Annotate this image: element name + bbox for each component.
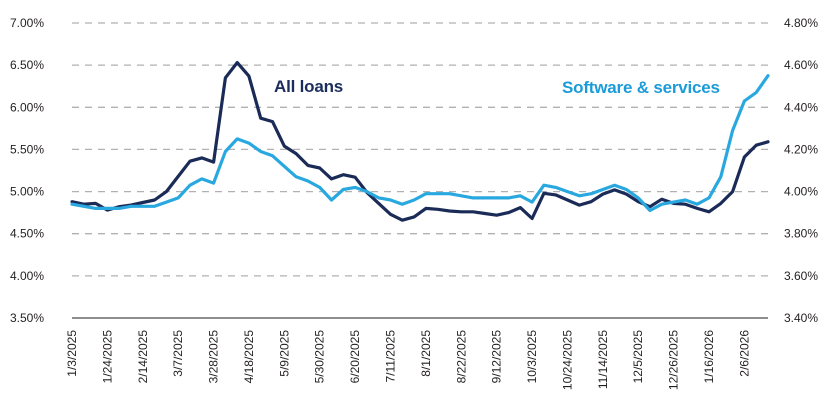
y-axis-label-right: 4.80% [784,16,818,30]
x-axis-tick-label: 9/12/2025 [490,330,504,384]
x-axis-tick-label: 5/9/2025 [277,330,291,377]
y-axis-label-right: 4.00% [784,185,818,199]
x-axis-tick-label: 5/30/2025 [313,330,327,384]
y-axis-label-right: 4.60% [784,58,818,72]
x-axis-tick-label: 8/1/2025 [419,330,433,377]
y-axis-label-left: 5.00% [10,185,44,199]
x-axis-tick-label: 8/22/2025 [454,330,468,384]
x-axis-tick-label: 10/24/2025 [561,330,575,390]
x-axis-tick-label: 1/3/2025 [65,330,79,377]
series-label-software-services: Software & services [562,78,720,97]
x-axis-tick-label: 12/26/2025 [667,330,681,390]
y-axis-label-right: 4.20% [784,142,818,156]
x-axis-tick-label: 3/28/2025 [207,330,221,384]
x-axis-tick-label: 4/18/2025 [242,330,256,384]
y-axis-label-left: 3.50% [10,311,44,325]
x-axis-tick-label: 7/11/2025 [384,330,398,383]
x-axis-tick-label: 1/16/2026 [702,330,716,384]
x-axis-tick-label: 10/3/2025 [525,330,539,384]
y-axis-label-right: 4.40% [784,100,818,114]
y-axis-label-right: 3.40% [784,311,818,325]
y-axis-label-right: 3.80% [784,227,818,241]
y-axis-label-right: 3.60% [784,269,818,283]
x-axis-tick-label: 12/5/2025 [631,330,645,384]
x-axis-tick-label: 1/24/2025 [100,330,114,384]
y-axis-label-left: 5.50% [10,142,44,156]
x-axis-tick-label: 6/20/2025 [348,330,362,384]
y-axis-label-left: 6.50% [10,58,44,72]
x-axis-tick-label: 3/7/2025 [171,330,185,377]
y-axis-label-left: 6.00% [10,100,44,114]
y-axis-label-left: 7.00% [10,16,44,30]
x-axis-tick-label: 2/14/2025 [136,330,150,384]
series-label-all-loans: All loans [274,77,344,96]
x-axis-tick-label: 11/14/2025 [596,330,610,389]
series-line-software-services [70,74,770,213]
y-axis-label-left: 4.00% [10,269,44,283]
y-axis-label-left: 4.50% [10,227,44,241]
series-line-all-loans [70,60,770,222]
x-axis-tick-label: 2/6/2026 [737,330,751,377]
